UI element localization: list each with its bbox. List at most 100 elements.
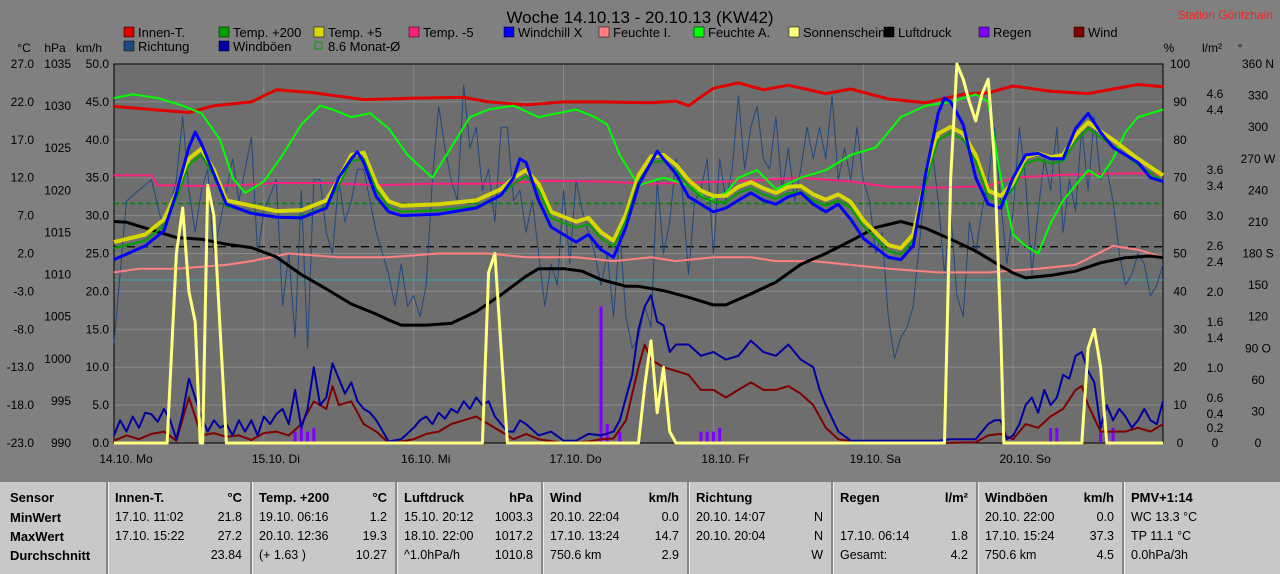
cell-value: 10.27 [355,548,387,562]
cell-direction: N [813,510,823,524]
cell-label: WC 13.3 °C [1131,510,1198,524]
axis-header-kmh: km/h [76,41,102,55]
legend-label: Temp. +5 [328,25,382,40]
summary-table: Sensor MinWert MaxWert Durchschnitt Innen-T.… [0,482,1280,574]
column-header: Wind [550,490,582,505]
rain-bar [1099,431,1103,443]
column-unit: km/h [648,490,679,505]
cell-value: 4.2 [950,548,968,562]
cell-label: ^1.0hPa/h [404,548,460,562]
axis-header-pct: % [1164,41,1175,55]
rain-bar [293,431,297,443]
cell-value: 0.0 [1096,510,1114,524]
tick-celsius: 7.0 [17,209,34,223]
rain-bar [618,431,622,443]
legend-swatch [313,26,325,38]
tick-labels: 27.0 22.0 17.0 12.0 7.0 2.0 -3.0 -8.0 -13.0 -18.0… [7,57,1276,466]
tick-deg: 270 W [1241,152,1276,166]
rain-bar [312,427,316,443]
column-unit: °C [372,490,387,505]
cell-label: TP 11.1 °C [1131,529,1192,543]
tick-hpa: 1005 [44,310,71,324]
cell-value: 4.5 [1096,548,1114,562]
x-tick-label: 16.10. Mi [401,452,450,466]
cell-value: 2.9 [661,548,679,562]
tick-pct: 20 [1173,360,1187,374]
legend-label: Wind [1088,25,1118,40]
series-richtung [113,84,1164,360]
rain-bar [599,306,603,443]
legend-label: Temp. +200 [233,25,301,40]
tick-lm2: 2.4 [1207,255,1224,269]
tick-deg: 210 [1248,215,1268,229]
legend-swatch [978,26,990,38]
legend-label: Sonnenschein [803,25,885,40]
tick-celsius: 27.0 [11,57,35,71]
column-header: Sensor [10,490,55,505]
legend-label: Windböen [233,39,292,54]
rain-bar [711,431,715,443]
legend-label: Temp. -5 [423,25,474,40]
tick-kmh: 10.0 [86,360,110,374]
tick-hpa: 1030 [44,99,71,113]
tick-deg: 330 [1248,89,1268,103]
tick-lm2: 3.4 [1207,179,1224,193]
tick-lm2: 4.6 [1207,87,1224,101]
tick-deg: 150 [1248,278,1268,292]
tick-kmh: 5.0 [92,398,109,412]
tick-hpa: 1035 [44,57,71,71]
tick-kmh: 40.0 [86,133,110,147]
cell-value: 1.8 [950,529,968,543]
cell-label: 20.10. 22:00 [985,510,1055,524]
legend-label: Richtung [138,39,189,54]
tick-celsius: -18.0 [7,398,35,412]
column-header: Windböen [985,490,1048,505]
tick-lm2: 2.6 [1207,239,1224,253]
cell-direction: N [813,529,823,543]
x-tick-label: 17.10. Do [550,452,602,466]
tick-deg: 30 [1251,404,1265,418]
cell-label: (+ 1.63 ) [259,548,306,562]
cell-label: 19.10. 06:16 [259,510,329,524]
tick-lm2: 3.6 [1207,163,1224,177]
series-windb-en [113,294,1164,443]
legend-label: 8.6 Monat-Ø [328,39,400,54]
series-feuchte-i [113,244,1164,274]
tick-lm2: 4.4 [1207,103,1224,117]
tick-lm2: 0.4 [1207,407,1224,421]
rain-bar [699,431,703,443]
cell-value: 1003.3 [494,510,533,524]
tick-pct: 10 [1173,398,1187,412]
cell-direction: W [811,548,823,562]
column-separator [976,482,979,574]
cell-label: 20.10. 20:04 [696,529,766,543]
x-tick-label: 18.10. Fr [701,452,749,466]
tick-hpa: 1000 [44,352,71,366]
legend-swatch [218,40,230,52]
cell-label: 17.10. 15:22 [115,529,185,543]
rain-bar [299,427,303,443]
tick-pct: 100 [1170,57,1190,71]
tick-lm2: 3.0 [1207,209,1224,223]
tick-hpa: 990 [51,436,71,450]
tick-kmh: 30.0 [86,209,110,223]
series-group [113,62,1165,445]
column-header: Innen-T. [115,490,165,505]
legend-swatch [314,41,323,50]
column-header: Luftdruck [404,490,464,505]
column-separator [1122,482,1125,574]
tick-deg: 90 O [1245,341,1271,355]
column-header: Richtung [696,490,753,505]
legend-label: Luftdruck [898,25,952,40]
tick-pct: 70 [1173,171,1187,185]
tick-deg: 360 N [1242,57,1274,71]
tick-hpa: 1020 [44,183,71,197]
cell-label: Durchschnitt [10,548,91,563]
legend-label: Windchill X [518,25,583,40]
cell-label: 20.10. 22:04 [550,510,620,524]
cell-value: 1.2 [369,510,387,524]
legend-swatch [883,26,895,38]
tick-lm2: 2.0 [1207,285,1224,299]
tick-pct: 30 [1173,322,1187,336]
tick-lm2: 0 [1212,436,1219,450]
